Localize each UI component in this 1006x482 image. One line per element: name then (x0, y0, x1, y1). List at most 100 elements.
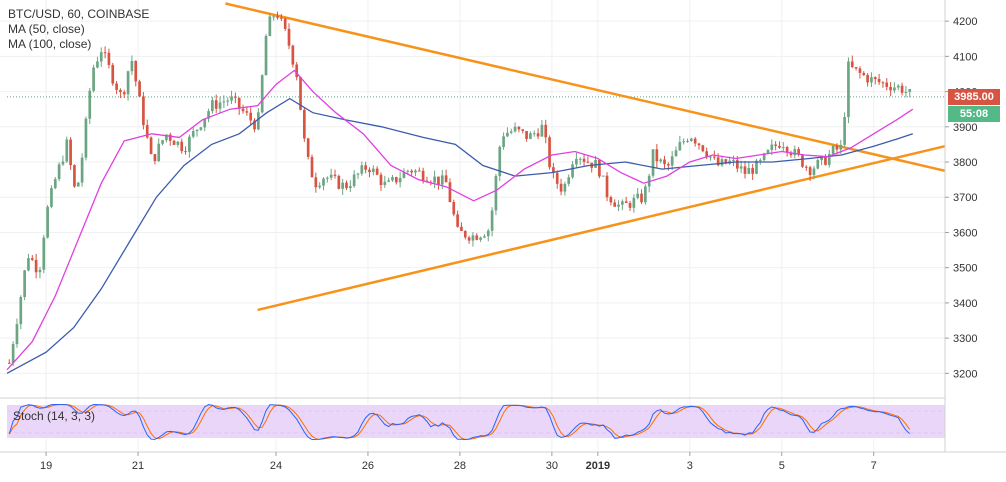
last-price-label: 3985.00 (948, 88, 1000, 105)
candle-body (870, 77, 873, 83)
candle-body (548, 137, 551, 168)
candle-body (540, 124, 544, 137)
candle-body (621, 201, 624, 205)
candle-body (651, 149, 655, 176)
candle-body (594, 159, 597, 168)
candle-body (824, 156, 827, 165)
candle-body (513, 126, 517, 132)
candle-body (38, 269, 42, 273)
y-tick-label: 3700 (953, 192, 977, 204)
candle-body (34, 259, 38, 273)
candle-body (521, 129, 525, 131)
candle-body (234, 96, 237, 98)
candle-body (341, 182, 344, 189)
candle-body (582, 158, 586, 162)
candle-body (92, 67, 95, 91)
x-tick-label: 21 (132, 460, 144, 472)
candle-body (402, 171, 406, 179)
candle-body (30, 258, 34, 260)
candle-body (348, 186, 352, 189)
candle-body (506, 132, 509, 137)
candle-body (804, 166, 808, 168)
candle-body (536, 133, 540, 137)
candle-body (226, 100, 230, 102)
candle-body (563, 183, 567, 192)
trend-line (257, 144, 946, 312)
candle-body (253, 120, 256, 130)
candle-body (758, 159, 762, 161)
candle-body (877, 78, 881, 83)
candle-body (774, 144, 777, 146)
candle-body (119, 89, 122, 93)
candle-body (214, 100, 218, 109)
candle-body (23, 270, 26, 297)
candle-body (544, 124, 548, 138)
candle-body (820, 156, 823, 161)
candle-body (475, 235, 479, 240)
candle-body (709, 156, 712, 158)
candle-body (490, 210, 494, 231)
candle-body (835, 145, 839, 150)
candle-body (57, 164, 61, 180)
candle-body (130, 61, 134, 72)
candle-body (471, 235, 475, 241)
candle-body (467, 237, 471, 241)
candle-body (732, 160, 735, 162)
candle-body (69, 139, 72, 166)
candle-body (437, 176, 440, 185)
candle-body (525, 130, 528, 139)
candle-body (199, 127, 203, 130)
candle-body (188, 136, 191, 152)
grid (0, 0, 945, 452)
candle-body (322, 178, 325, 186)
candle-body (448, 182, 452, 202)
candle-body (379, 174, 383, 186)
candle-body (272, 16, 276, 18)
candle-body (686, 140, 689, 142)
y-tick-label: 3600 (953, 227, 977, 239)
candle-body (440, 175, 444, 185)
candle-body (797, 149, 800, 155)
candle-body (218, 102, 222, 109)
candle-body (613, 202, 617, 207)
candle-body (850, 61, 854, 68)
candle-body (720, 159, 724, 166)
y-tick-label: 3200 (953, 368, 977, 380)
candle-body (827, 153, 831, 165)
candle-body (716, 157, 720, 166)
candle-body (555, 172, 559, 184)
ma100-label: MA (100, close) (8, 37, 92, 51)
candle-body (268, 16, 272, 37)
candle-body (778, 145, 781, 148)
candle-body (801, 154, 804, 167)
candle-body (115, 83, 118, 90)
ma50-line (6, 69, 914, 371)
candle-body (858, 68, 862, 73)
candle-body (609, 197, 613, 203)
candle-body (889, 86, 892, 91)
candle-body (812, 168, 816, 175)
moving-averages (6, 69, 914, 374)
x-tick-label: 26 (362, 460, 374, 472)
candle-body (76, 182, 80, 187)
candle-body (260, 75, 264, 113)
candle-body (735, 160, 739, 169)
candle-body (161, 140, 164, 144)
candle-body (184, 151, 187, 153)
candle-body (575, 158, 578, 165)
x-tick-label: 7 (871, 460, 877, 472)
candle-body (873, 77, 877, 79)
candle-body (126, 71, 130, 95)
candle-body (310, 156, 314, 178)
stochastic (8, 403, 911, 441)
candle-body (789, 152, 793, 156)
candle-body (406, 170, 410, 172)
candle-body (280, 17, 283, 19)
candle-body (632, 197, 636, 208)
candle-body (107, 52, 111, 65)
candle-body (808, 167, 812, 175)
candle-body (360, 165, 364, 174)
candle-body (498, 146, 502, 177)
candle-body (843, 117, 846, 145)
